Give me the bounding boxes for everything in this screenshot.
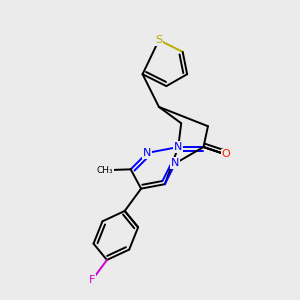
Text: N: N — [143, 148, 151, 158]
Text: CH₃: CH₃ — [97, 166, 113, 175]
Text: N: N — [174, 142, 182, 152]
Text: N: N — [171, 158, 179, 168]
Text: O: O — [221, 149, 230, 160]
Text: F: F — [89, 275, 95, 285]
Text: S: S — [155, 35, 163, 45]
